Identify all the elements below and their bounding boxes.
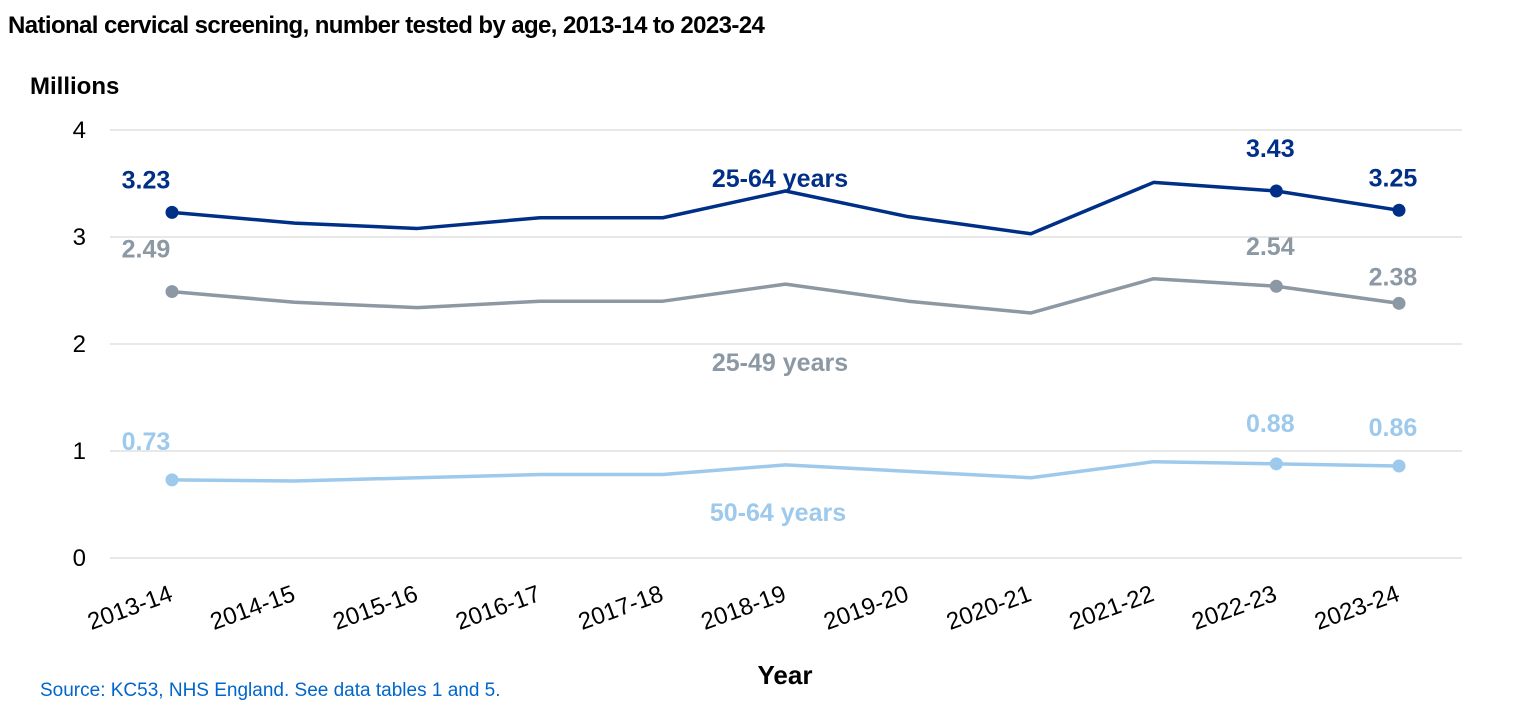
data-labels: 3.23 3.43 3.25 2.49 2.54 2.38 0.73 0.88 0.86: [122, 135, 1418, 456]
data-point: [1392, 203, 1406, 217]
data-label: 2.38: [1369, 263, 1418, 291]
data-label: 0.88: [1246, 410, 1295, 438]
chart-title: National cervical screening, number test…: [8, 12, 765, 39]
data-point: [1392, 459, 1406, 473]
source-note: Source: KC53, NHS England. See data tabl…: [40, 680, 501, 701]
y-tick-label: 3: [73, 224, 86, 251]
gridlines: [110, 129, 1462, 559]
data-point: [1392, 296, 1406, 310]
data-point: [1269, 184, 1283, 198]
series-line-50-64-years: [170, 459, 1401, 483]
x-tick-label: 2017-18: [575, 580, 667, 635]
data-label: 2.54: [1246, 233, 1295, 261]
data-point: [1269, 279, 1283, 293]
data-label: 2.49: [122, 236, 171, 264]
y-tick-label: 4: [73, 117, 86, 144]
x-tick-label: 2020-21: [943, 580, 1035, 635]
x-tick-label: 2013-14: [84, 580, 176, 635]
series-label: 25-64 years: [712, 165, 848, 193]
series-line-25-49-years: [170, 276, 1401, 315]
x-tick-label: 2015-16: [329, 580, 421, 635]
y-tick-label: 0: [73, 545, 86, 572]
x-tick-label: 2016-17: [452, 580, 544, 635]
data-label: 3.25: [1369, 164, 1418, 192]
data-label: 3.23: [122, 166, 171, 194]
x-axis-label: Year: [758, 660, 813, 690]
x-tick-label: 2018-19: [698, 580, 790, 635]
x-tick-labels: 2013-14 2014-15 2015-16 2016-17 2017-18 2018-…: [84, 580, 1403, 635]
x-tick-label: 2014-15: [207, 580, 299, 635]
data-label: 0.86: [1369, 414, 1418, 442]
x-tick-label: 2023-24: [1311, 580, 1403, 635]
data-markers: [165, 184, 1406, 487]
y-tick-label: 2: [73, 331, 86, 358]
x-tick-label: 2019-20: [820, 580, 912, 635]
series-label: 25-49 years: [712, 349, 848, 377]
x-tick-label: 2022-23: [1188, 580, 1280, 635]
x-tick-label: 2021-22: [1066, 580, 1158, 635]
y-tick-label: 1: [73, 438, 86, 465]
series-labels: 25-64 years 25-49 years 50-64 years: [710, 165, 848, 527]
data-point: [165, 205, 179, 219]
data-point: [165, 473, 179, 487]
data-label: 0.73: [122, 428, 171, 456]
series-label: 50-64 years: [710, 499, 846, 527]
y-axis-label: Millions: [30, 73, 119, 100]
y-tick-labels: 0 1 2 3 4: [73, 117, 86, 572]
data-point: [165, 285, 179, 299]
series-lines: [170, 180, 1401, 483]
data-point: [1269, 457, 1283, 471]
series-line-25-64-years: [170, 180, 1401, 236]
data-label: 3.43: [1246, 135, 1295, 163]
